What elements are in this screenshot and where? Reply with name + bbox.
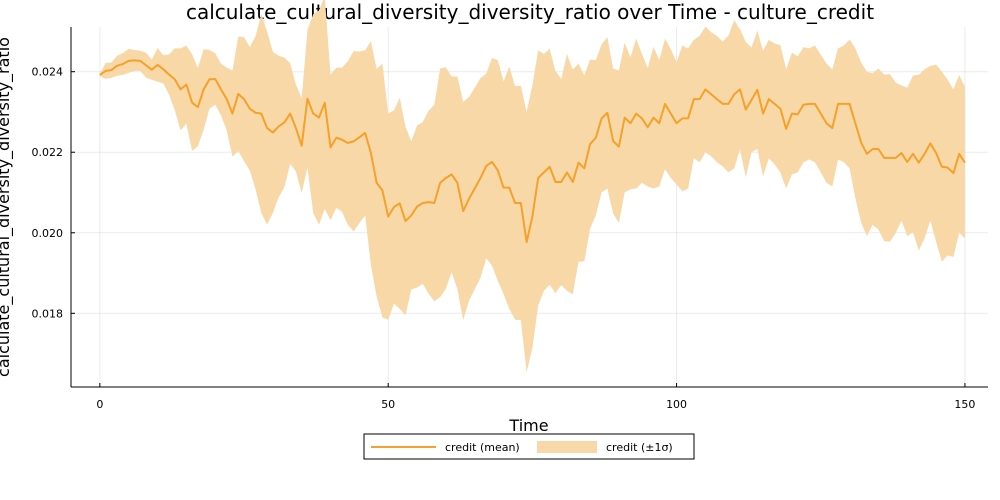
legend-label-band: credit (±1σ): [606, 441, 673, 454]
y-ticks: 0.018 0.020 0.022 0.024: [32, 66, 75, 320]
x-axis-label: Time: [508, 416, 548, 435]
x-tick-label: 100: [666, 398, 687, 411]
y-tick-label: 0.018: [32, 307, 64, 320]
legend: credit (mean) credit (±1σ): [363, 433, 695, 460]
sigma-band-layer: [99, 0, 965, 373]
x-tick-label: 0: [96, 398, 103, 411]
x-tick-label: 50: [381, 398, 395, 411]
mean-line-layer: [99, 59, 966, 244]
sigma-band: [99, 0, 965, 373]
legend-label-mean: credit (mean): [445, 441, 520, 454]
y-tick-label: 0.022: [32, 146, 64, 159]
x-ticks: 0 50 100 150: [96, 383, 975, 411]
y-tick-label: 0.024: [32, 66, 64, 79]
y-tick-label: 0.020: [32, 227, 64, 240]
chart-title: calculate_cultural_diversity_diversity_r…: [186, 0, 874, 24]
mean-line: [99, 59, 966, 244]
x-tick-label: 150: [954, 398, 975, 411]
legend-swatch-band: [537, 441, 597, 453]
y-axis-label: calculate_cultural_diversity_diversity_r…: [0, 37, 14, 377]
